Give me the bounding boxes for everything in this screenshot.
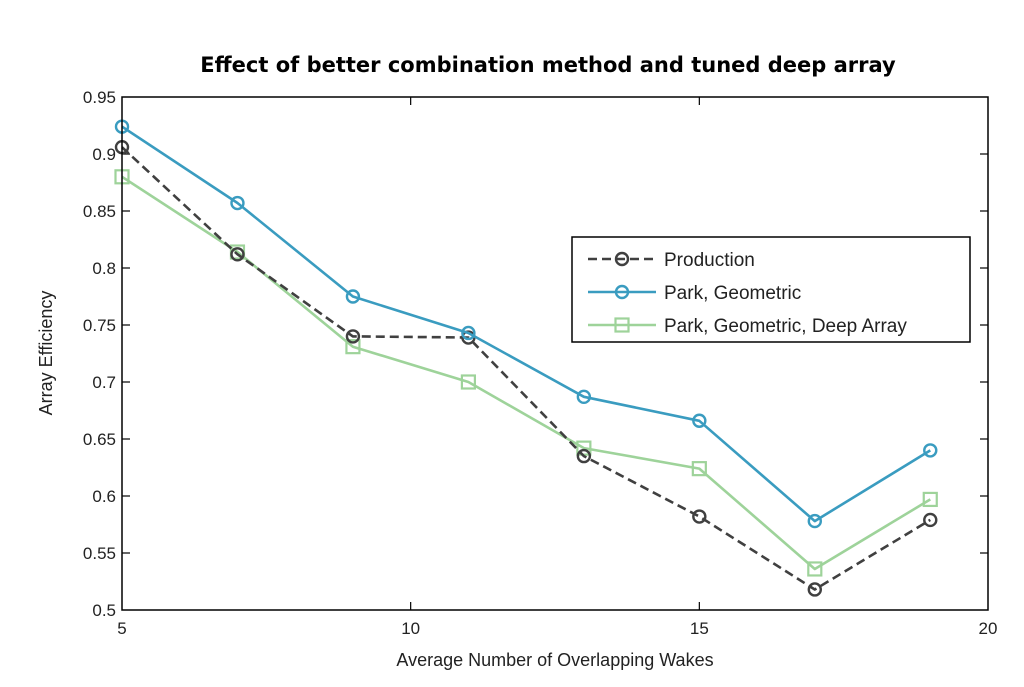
data-point xyxy=(460,374,476,390)
legend-marker xyxy=(614,317,630,333)
data-point xyxy=(807,513,822,529)
y-tick-label: 0.65 xyxy=(83,430,116,449)
series-line-park-geometric xyxy=(121,125,931,523)
series-park-geometric xyxy=(114,119,938,529)
data-point xyxy=(922,491,938,508)
axes: 5 10 15 20 0.5 0.55 0.6 0.65 0.7 0.75 0.8 0.85 0.9 0.… xyxy=(83,88,998,638)
data-point xyxy=(923,443,938,458)
y-tick-label: 0.6 xyxy=(92,487,116,506)
legend-item-park-geometric-deep-array: Park, Geometric, Deep Array xyxy=(588,316,907,337)
legend-marker xyxy=(614,284,630,300)
x-tick-label: 5 xyxy=(117,619,126,638)
legend-item-park-geometric: Park, Geometric xyxy=(588,283,801,304)
data-point xyxy=(230,195,245,211)
y-axis-label: Array Efficiency xyxy=(36,291,56,416)
legend: Production Park, Geometric Park, Geometric… xyxy=(571,236,971,343)
legend-item-production: Production xyxy=(588,250,755,271)
y-tick-label: 0.75 xyxy=(83,316,116,335)
series-layer xyxy=(114,119,938,597)
y-tick-label: 0.55 xyxy=(83,544,116,563)
y-tick-label: 0.7 xyxy=(92,373,116,392)
legend-label: Park, Geometric xyxy=(664,283,801,304)
data-point xyxy=(576,448,592,464)
series-line-park-geometric-deep-array xyxy=(121,175,931,571)
data-point xyxy=(692,509,707,524)
data-point xyxy=(691,461,707,477)
series-line-production xyxy=(121,146,931,591)
plot-area xyxy=(122,97,988,610)
x-tick-label: 15 xyxy=(690,619,709,638)
y-tick-label: 0.85 xyxy=(83,202,116,221)
series-production xyxy=(114,139,938,597)
data-point xyxy=(461,325,476,341)
data-point xyxy=(807,582,822,597)
legend-marker xyxy=(614,251,630,267)
chart-title: Effect of better combination method and … xyxy=(200,53,896,77)
data-point xyxy=(345,289,361,304)
y-tick-label: 0.5 xyxy=(92,601,116,620)
legend-label: Production xyxy=(664,250,755,271)
data-point xyxy=(345,339,361,355)
data-point xyxy=(923,512,938,528)
y-tick-label: 0.95 xyxy=(83,88,116,107)
data-point xyxy=(345,329,361,344)
data-point xyxy=(692,413,707,428)
data-point xyxy=(230,247,245,262)
y-tick-label: 0.9 xyxy=(92,145,116,164)
data-point xyxy=(576,389,592,405)
legend-label: Park, Geometric, Deep Array xyxy=(664,316,907,337)
y-tick-label: 0.8 xyxy=(92,259,116,278)
plot-frame xyxy=(121,96,989,611)
x-tick-label: 20 xyxy=(979,619,998,638)
x-tick-label: 10 xyxy=(401,619,420,638)
x-axis-label: Average Number of Overlapping Wakes xyxy=(396,650,713,670)
data-point xyxy=(807,561,823,577)
